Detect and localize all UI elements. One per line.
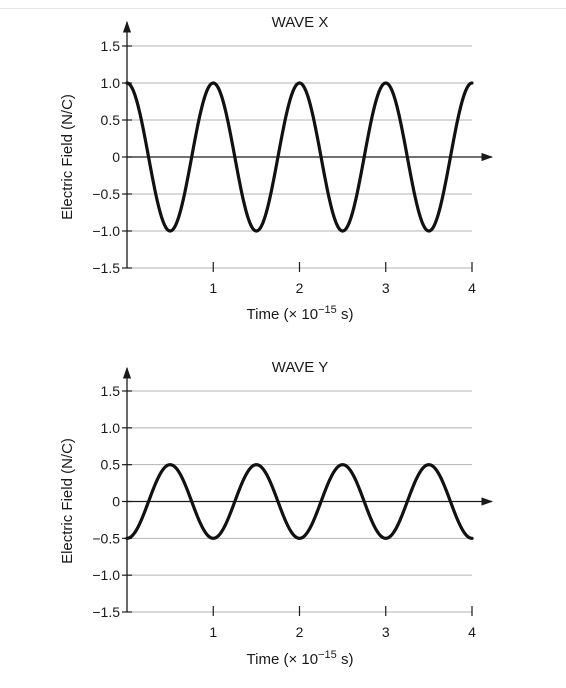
y-tick-label: −1.0 [92,567,120,583]
x-axis-title-exponent: −15 [318,649,337,661]
x-axis-title: Time (× 10−15 s) [247,304,354,323]
y-tick-label: 1.5 [101,38,121,54]
y-tick-label: 1.5 [101,383,121,399]
y-tick-label: 0 [112,149,120,165]
y-tick-label: 0 [112,494,120,510]
x-tick-label: 1 [209,624,217,640]
x-tick-label: 2 [296,280,304,296]
x-tick-label: 3 [382,280,390,296]
y-axis-title: Electric Field (N/C) [59,94,76,220]
y-tick-label: 1.0 [101,420,121,436]
x-axis-title-exponent: −15 [318,304,337,316]
wave-curve [125,81,474,233]
y-tick-label: −1.0 [92,223,120,239]
y-tick-label: 0.5 [101,112,121,128]
chart-title: WAVE X [272,14,329,31]
chart-title: WAVE Y [272,359,328,376]
top-divider [0,8,566,9]
y-tick-label: 1.0 [101,75,121,91]
x-tick-label: 4 [468,280,476,296]
x-tick-label: 3 [382,624,390,640]
x-tick-label: 4 [468,624,476,640]
x-tick-label: 1 [209,280,217,296]
y-axis-title: Electric Field (N/C) [59,438,76,564]
y-tick-label: −0.5 [92,530,120,546]
y-tick-label: −1.5 [92,260,120,276]
y-tick-label: 0.5 [101,457,121,473]
x-tick-label: 2 [296,624,304,640]
wave-curve [125,463,474,540]
wave-x-chart: WAVE X Electric Field (N/C) 1.5 1.0 0.5 0 −0… [59,14,494,323]
y-tick-label: −0.5 [92,186,120,202]
y-tick-label: −1.5 [92,604,120,620]
x-axis-title: Time (× 10−15 s) [247,649,354,668]
wave-y-chart: WAVE Y Electric Field (N/C) 1.5 1.0 0.5 0 −0… [59,359,494,668]
